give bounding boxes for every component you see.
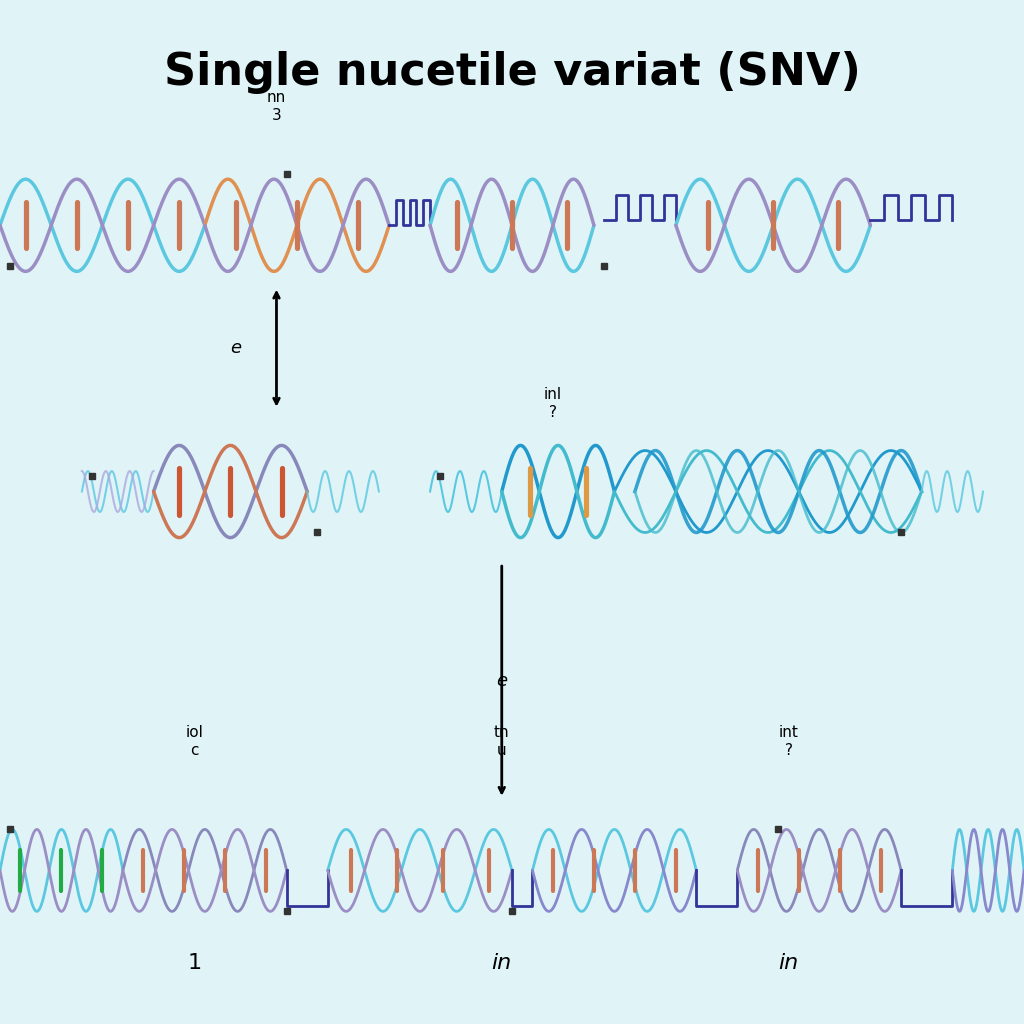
Text: Single nucetile variat (SNV): Single nucetile variat (SNV) bbox=[164, 51, 860, 94]
Text: iol
c: iol c bbox=[185, 725, 204, 758]
Text: tn
u: tn u bbox=[494, 725, 510, 758]
Text: in: in bbox=[778, 952, 799, 973]
Text: 1: 1 bbox=[187, 952, 202, 973]
Text: e: e bbox=[230, 339, 241, 357]
Text: e: e bbox=[497, 672, 507, 690]
Text: int
?: int ? bbox=[778, 725, 799, 758]
Text: nn
3: nn 3 bbox=[267, 90, 286, 123]
Text: in: in bbox=[492, 952, 512, 973]
Text: inl
?: inl ? bbox=[544, 387, 562, 420]
